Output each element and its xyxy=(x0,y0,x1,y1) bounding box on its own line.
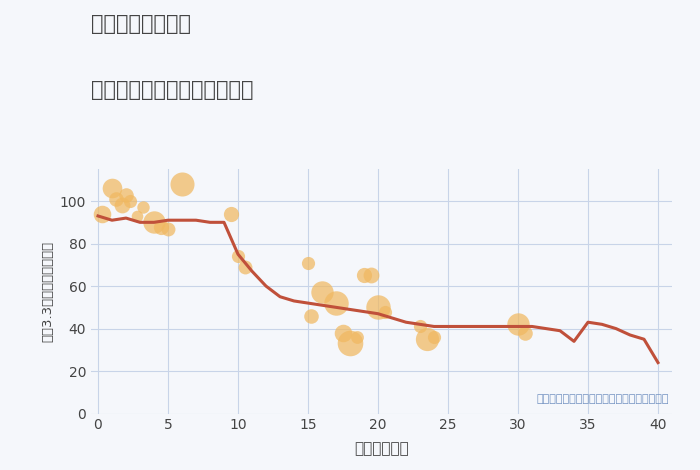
Point xyxy=(365,272,377,279)
Point xyxy=(414,323,426,330)
Point xyxy=(344,340,356,347)
Point xyxy=(302,259,314,266)
Point xyxy=(305,312,316,320)
Point xyxy=(120,191,132,198)
Point xyxy=(176,180,188,188)
Text: 築年数別中古マンション価格: 築年数別中古マンション価格 xyxy=(91,80,253,100)
Point xyxy=(330,299,342,307)
Point xyxy=(162,225,174,233)
Point xyxy=(232,252,244,260)
X-axis label: 築年数（年）: 築年数（年） xyxy=(354,441,409,456)
Point xyxy=(239,263,251,271)
Point xyxy=(225,210,237,218)
Point xyxy=(351,333,363,341)
Point xyxy=(106,185,118,192)
Y-axis label: 坪（3.3㎡）単価（万円）: 坪（3.3㎡）単価（万円） xyxy=(41,241,54,342)
Point xyxy=(137,204,148,211)
Text: 円の大きさは、取引のあった物件面積を示す: 円の大きさは、取引のあった物件面積を示す xyxy=(537,394,669,404)
Point xyxy=(358,272,370,279)
Point xyxy=(148,219,160,226)
Point xyxy=(421,336,433,343)
Point xyxy=(97,210,108,218)
Point xyxy=(428,333,440,341)
Point xyxy=(125,197,136,205)
Text: 千葉県市原市奉免: 千葉県市原市奉免 xyxy=(91,14,191,34)
Point xyxy=(512,321,524,328)
Point xyxy=(379,308,391,315)
Point xyxy=(132,212,143,219)
Point xyxy=(337,329,349,337)
Point xyxy=(155,223,167,230)
Point xyxy=(111,195,122,203)
Point xyxy=(519,329,531,337)
Point xyxy=(316,289,328,296)
Point xyxy=(372,304,384,311)
Point xyxy=(116,202,127,209)
